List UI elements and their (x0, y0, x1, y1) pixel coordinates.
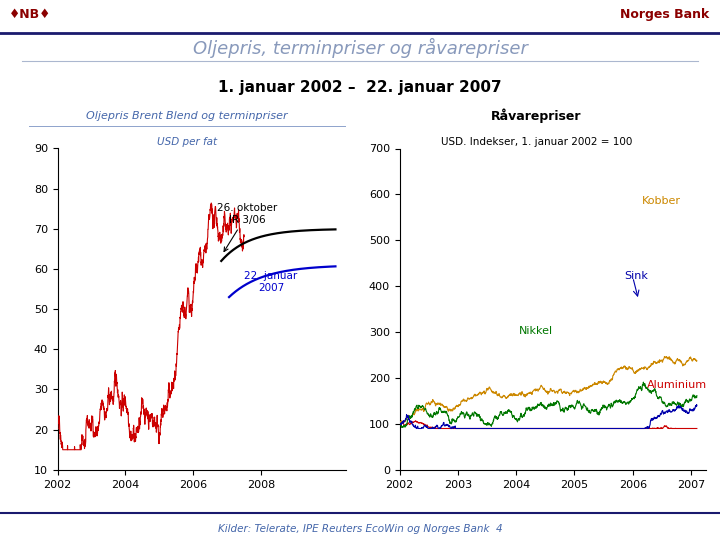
Text: 22. januar
2007: 22. januar 2007 (244, 272, 297, 293)
Text: USD. Indekser, 1. januar 2002 = 100: USD. Indekser, 1. januar 2002 = 100 (441, 137, 632, 147)
Text: 1. januar 2002 –  22. januar 2007: 1. januar 2002 – 22. januar 2007 (218, 80, 502, 95)
Text: Nikkel: Nikkel (519, 326, 553, 336)
Text: Oljepris, terminpriser og råvarepriser: Oljepris, terminpriser og råvarepriser (192, 38, 528, 58)
Text: Oljepris Brent Blend og terminpriser: Oljepris Brent Blend og terminpriser (86, 111, 288, 121)
Text: Norges Bank: Norges Bank (620, 8, 709, 21)
Text: 26. oktober
IR 3/06: 26. oktober IR 3/06 (217, 203, 277, 252)
Text: Sink: Sink (624, 271, 648, 281)
Text: Kilder: Telerate, IPE Reuters EcoWin og Norges Bank  4: Kilder: Telerate, IPE Reuters EcoWin og … (217, 524, 503, 534)
Text: Aluminium: Aluminium (647, 380, 708, 390)
Text: Råvarepriser: Råvarepriser (491, 109, 582, 123)
Text: ♦NB♦: ♦NB♦ (9, 8, 51, 21)
Text: USD per fat: USD per fat (157, 137, 217, 147)
Text: Kobber: Kobber (642, 195, 680, 206)
